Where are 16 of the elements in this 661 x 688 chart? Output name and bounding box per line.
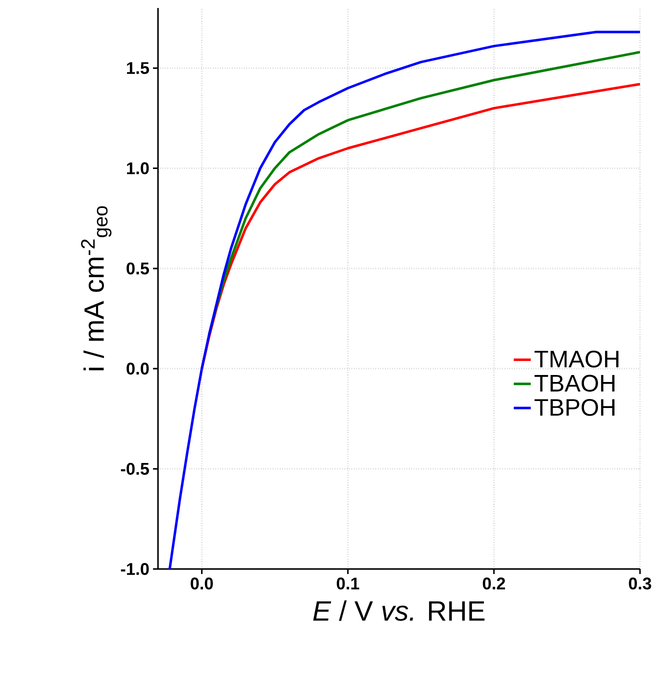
y-tick-label: 0.5 [126,262,150,274]
x-tick-label: 0.2 [482,578,506,590]
y-tick-label: -0.5 [120,462,150,475]
x-tick-label: 0.0 [190,578,213,590]
y-tick-label: 0.0 [126,362,149,375]
y-axis-title: i / mA cm$^{-2}$geo [81,206,112,370]
line-series [168,30,640,569]
x-axis-title: E / V vs. RHE [313,600,484,621]
y-tick-label: 1.0 [127,162,149,174]
x-tick-label: 0.1 [336,578,360,590]
legend-label: TBAOH [534,374,614,392]
y-tick-label: 1.5 [127,62,150,74]
y-tick-label: -1.0 [120,563,149,575]
legend-label: TMAOH [534,350,618,368]
x-tick-label: 0.3 [628,578,652,590]
legend-label: TBPOH [534,398,614,416]
